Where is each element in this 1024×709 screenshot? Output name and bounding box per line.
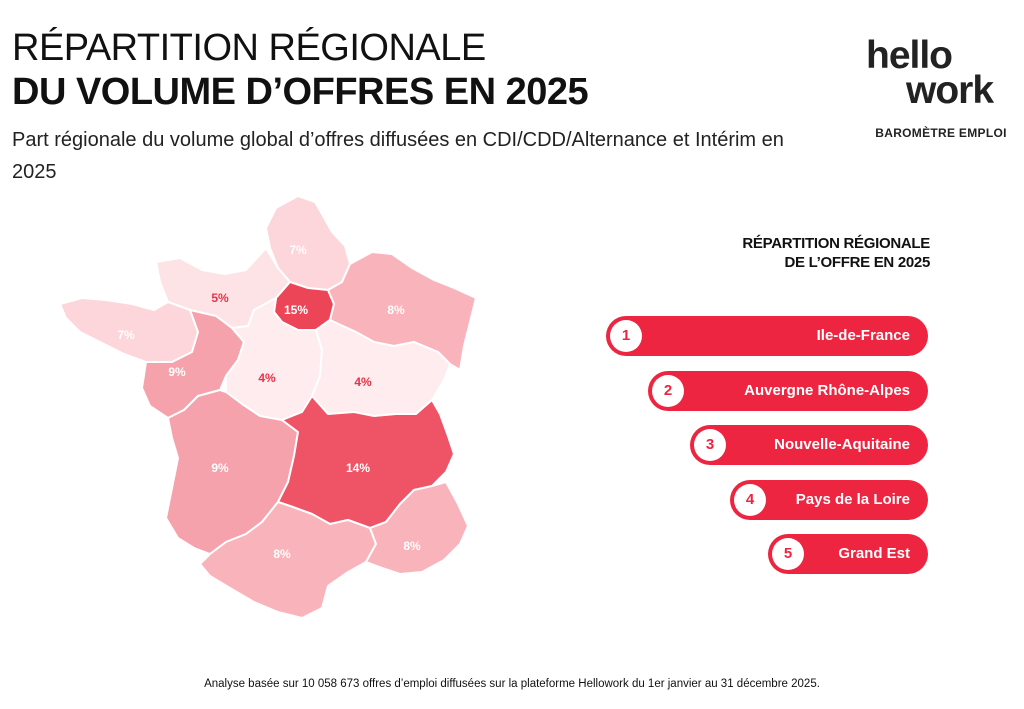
rank-label-1: Ile-de-France bbox=[816, 327, 910, 344]
footnote: Analyse basée sur 10 058 673 offres d’em… bbox=[204, 678, 820, 690]
label-bretagne: 7% bbox=[117, 328, 135, 342]
barometre-tagline: BAROMÈTRE EMPLOI bbox=[875, 126, 1007, 140]
rank-badge-5: 5 bbox=[772, 538, 804, 570]
label-bourgogne-franche-comte: 4% bbox=[354, 375, 372, 389]
rank-label-2: Auvergne Rhône-Alpes bbox=[744, 382, 910, 399]
rank-label-5: Grand Est bbox=[838, 545, 910, 562]
label-provence-alpes-cote-d-azur: 8% bbox=[403, 539, 421, 553]
ranking-item-3: 3 Nouvelle-Aquitaine bbox=[690, 425, 928, 465]
rank-label-4: Pays de la Loire bbox=[795, 491, 910, 508]
ranking-item-2: 2 Auvergne Rhône-Alpes bbox=[648, 371, 928, 411]
rank-badge-1: 1 bbox=[610, 320, 642, 352]
hellowork-logo: hellо wоrk bbox=[866, 34, 1020, 112]
ranking-title-line-1: RÉPARTITION RÉGIONALE bbox=[742, 235, 930, 252]
label-occitanie: 8% bbox=[273, 547, 291, 561]
ranking-title: RÉPARTITION RÉGIONALE DE L’OFFRE EN 2025 bbox=[620, 234, 930, 272]
label-pays-de-la-loire: 9% bbox=[168, 365, 186, 379]
page-title-line-1: RÉPARTITION RÉGIONALE bbox=[12, 27, 486, 69]
france-regions-map: 7% 5% 15% 8% 7% 9% 4% 4% 9% 14% 8% 8% bbox=[59, 195, 477, 619]
ranking-item-4: 4 Pays de la Loire bbox=[730, 480, 928, 520]
label-ile-de-france: 15% bbox=[284, 303, 308, 317]
label-auvergne-rhone-alpes: 14% bbox=[346, 461, 370, 475]
page-subtitle: Part régionale du volume global d’offres… bbox=[12, 129, 784, 183]
ranking-item-5: 5 Grand Est bbox=[768, 534, 928, 574]
page-title-line-2: DU VOLUME D’OFFRES EN 2025 bbox=[12, 71, 589, 113]
region-provence-alpes-cote-d-azur bbox=[365, 481, 469, 575]
rank-badge-2: 2 bbox=[652, 375, 684, 407]
logo-line-1: hellо bbox=[866, 34, 953, 77]
logo-line-2: wоrk bbox=[906, 69, 994, 112]
label-nouvelle-aquitaine: 9% bbox=[211, 461, 229, 475]
label-normandie: 5% bbox=[211, 291, 229, 305]
label-centre-val-de-loire: 4% bbox=[258, 371, 276, 385]
rank-badge-3: 3 bbox=[694, 429, 726, 461]
rank-badge-4: 4 bbox=[734, 484, 766, 516]
ranking-title-line-2: DE L’OFFRE EN 2025 bbox=[784, 254, 931, 271]
rank-label-3: Nouvelle-Aquitaine bbox=[774, 436, 910, 453]
ranking-item-1: 1 Ile-de-France bbox=[606, 316, 928, 356]
label-grand-est: 8% bbox=[387, 303, 405, 317]
label-hauts-de-france: 7% bbox=[289, 243, 307, 257]
